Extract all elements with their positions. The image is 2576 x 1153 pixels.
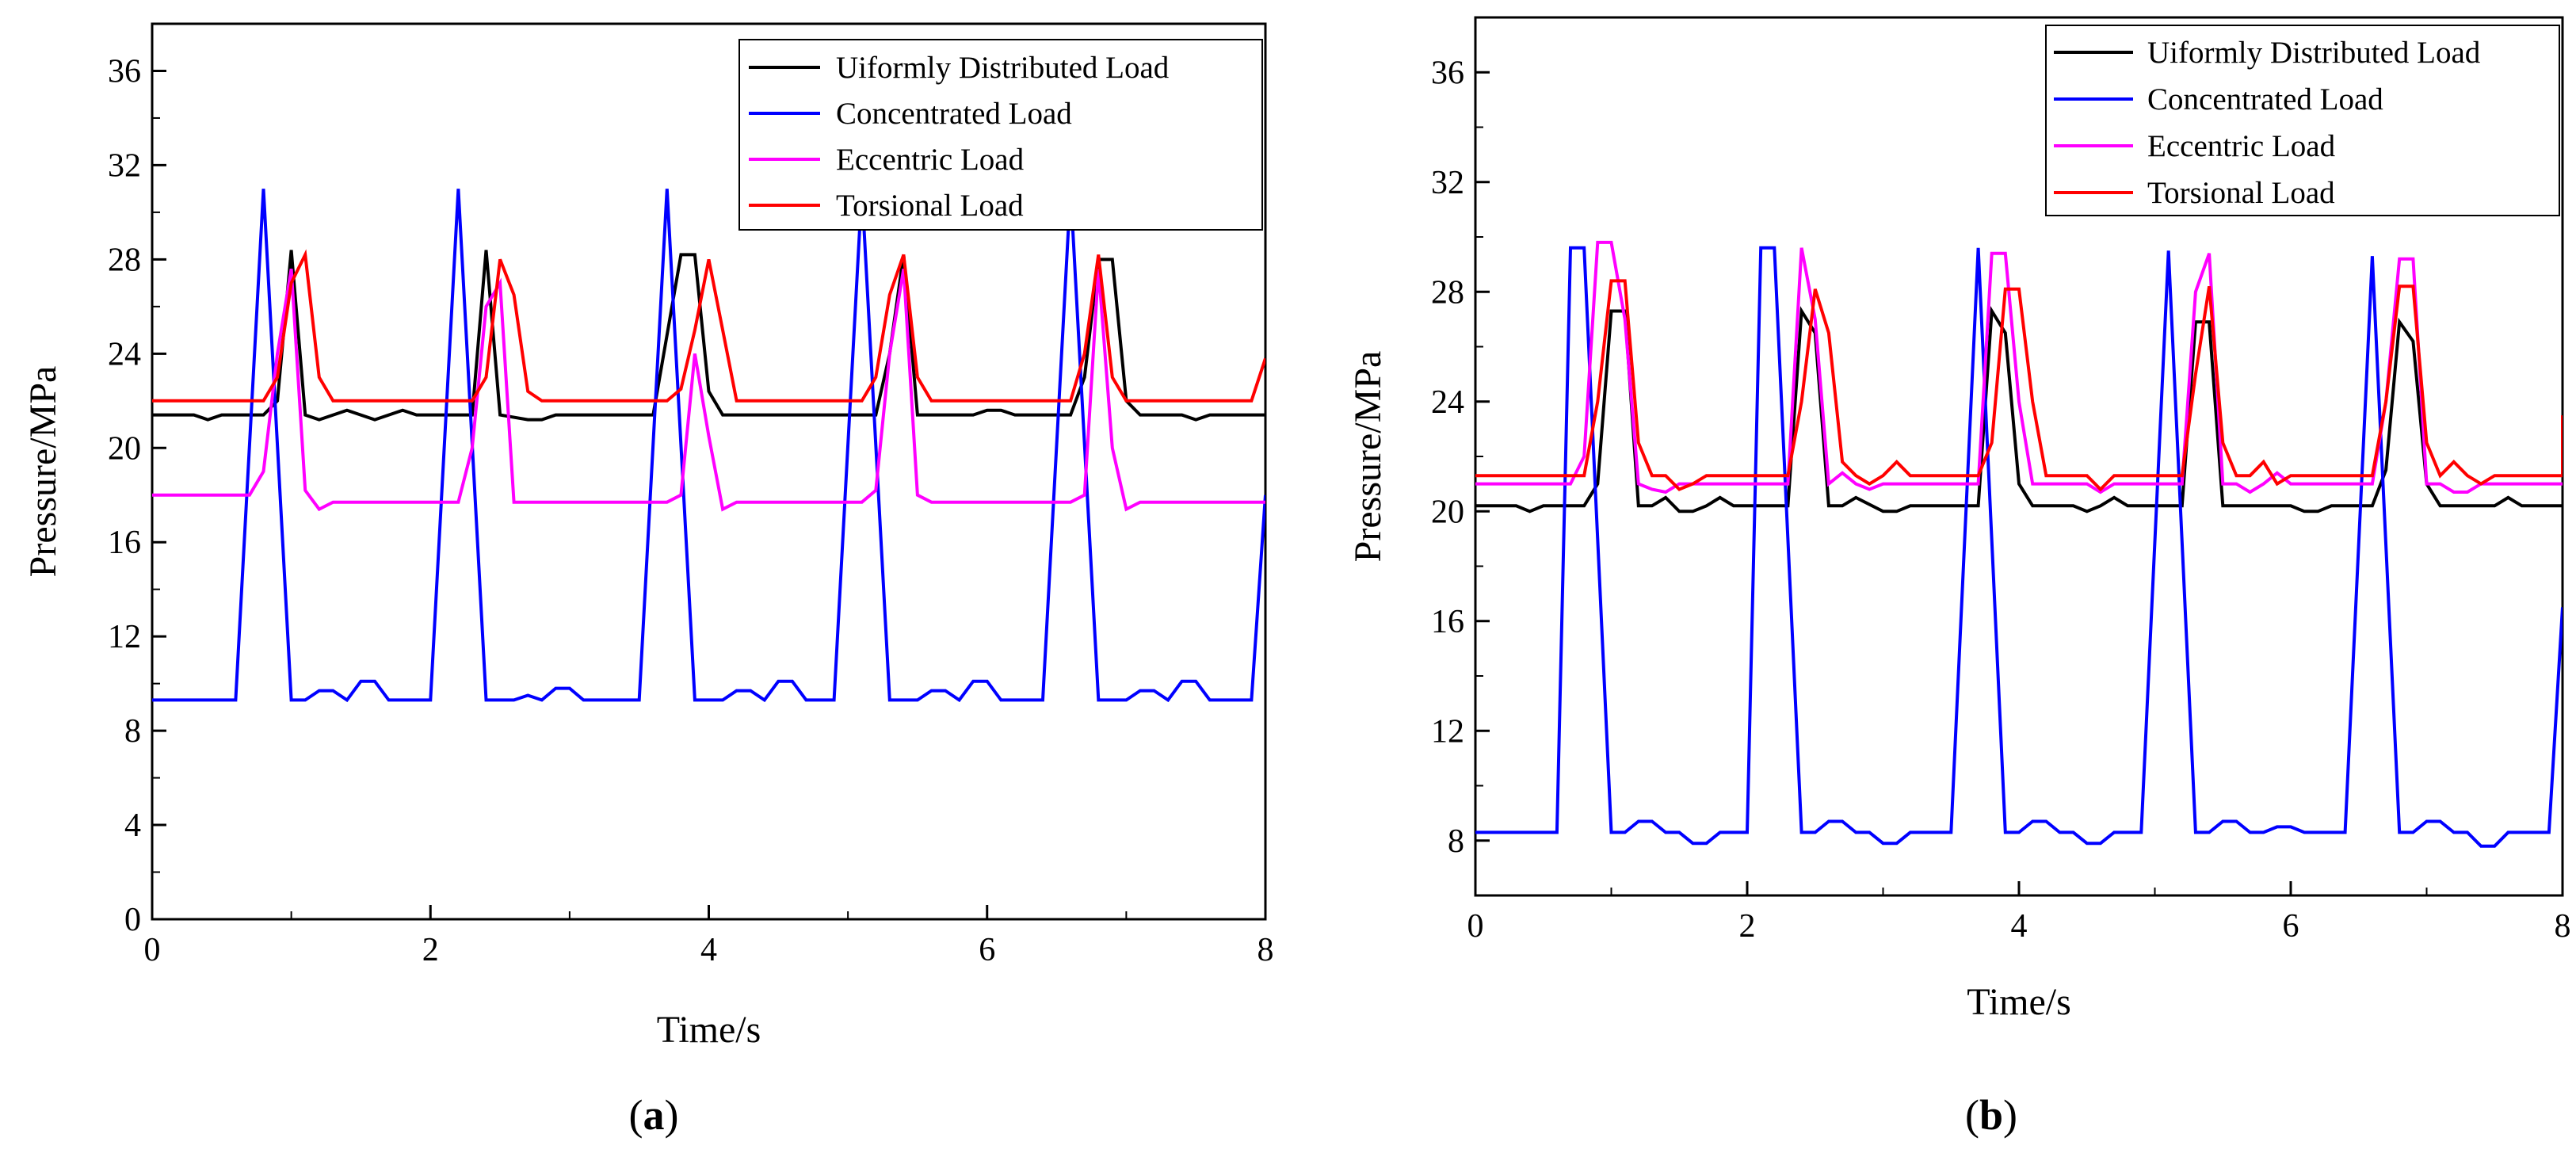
legend-label-concentrated-load: Concentrated Load (836, 97, 1072, 131)
series-group (1475, 240, 2563, 848)
x-axis-title: Time/s (1967, 981, 2071, 1023)
y-tick-label: 28 (1431, 274, 1464, 311)
y-tick-label: 36 (108, 53, 141, 90)
x-tick-label: 6 (2283, 908, 2299, 945)
caption-open-paren: ( (1965, 1091, 1979, 1139)
y-tick-label: 32 (1431, 165, 1464, 201)
panel-caption: (b) (1965, 1091, 2017, 1139)
y-tick-label: 12 (1431, 713, 1464, 750)
legend-label-torsional-load: Torsional Load (836, 189, 1024, 223)
y-tick-label: 20 (108, 430, 141, 467)
x-tick-label: 4 (700, 932, 717, 968)
x-tick-label: 8 (1257, 932, 1274, 968)
y-tick-label: 36 (1431, 55, 1464, 91)
series-line-concentrated-load (152, 189, 1265, 703)
caption-letter: a (643, 1091, 665, 1139)
panel-caption: (a) (629, 1091, 679, 1139)
y-tick-label: 8 (124, 713, 141, 750)
x-tick-label: 0 (144, 932, 161, 968)
series-line-uiformly-distributed-load (1475, 306, 2563, 514)
x-tick-label: 6 (979, 932, 995, 968)
caption-close-paren: ) (2003, 1091, 2017, 1139)
x-tick-label: 0 (1467, 908, 1484, 945)
x-tick-label: 2 (422, 932, 439, 968)
y-tick-label: 0 (124, 902, 141, 938)
x-tick-label: 8 (2555, 908, 2571, 945)
y-tick-label: 32 (108, 147, 141, 184)
series-group (152, 189, 1265, 703)
y-tick-label: 20 (1431, 494, 1464, 530)
caption-letter: b (1979, 1091, 2003, 1139)
y-axis-title: Pressure/MPa (1347, 351, 1389, 563)
legend-label-torsional-load: Torsional Load (2147, 176, 2335, 210)
series-line-uiformly-distributed-load (152, 250, 1265, 422)
series-line-torsional-load (1475, 279, 2563, 492)
legend-label-eccentric-load: Eccentric Load (2147, 129, 2336, 163)
x-tick-label: 2 (1739, 908, 1756, 945)
y-tick-label: 24 (108, 336, 141, 372)
series-line-concentrated-load (1475, 246, 2563, 848)
series-line-eccentric-load (1475, 240, 2563, 494)
x-tick-label: 4 (2011, 908, 2028, 945)
legend-box (2045, 25, 2560, 216)
series-line-torsional-load (152, 249, 1265, 403)
legend-label-uiformly-distributed-load: Uiformly Distributed Load (836, 51, 1170, 85)
y-tick-label: 16 (108, 525, 141, 561)
caption-close-paren: ) (665, 1091, 679, 1139)
legend-label-concentrated-load: Concentrated Load (2147, 82, 2383, 116)
x-axis-title: Time/s (657, 1009, 761, 1051)
legend: Uiformly Distributed Load Concentrated Lo… (738, 39, 1263, 231)
series-line-eccentric-load (152, 268, 1265, 512)
y-tick-label: 12 (108, 619, 141, 655)
legend-label-uiformly-distributed-load: Uiformly Distributed Load (2147, 36, 2481, 70)
y-tick-label: 4 (124, 807, 141, 844)
caption-open-paren: ( (629, 1091, 643, 1139)
y-tick-label: 16 (1431, 604, 1464, 640)
y-axis-title: Pressure/MPa (22, 366, 64, 578)
y-tick-label: 8 (1448, 823, 1464, 860)
legend: Uiformly Distributed Load Concentrated Lo… (2045, 25, 2560, 216)
legend-label-eccentric-load: Eccentric Load (836, 143, 1025, 177)
legend-box (738, 39, 1263, 231)
y-tick-label: 28 (108, 242, 141, 278)
y-tick-label: 24 (1431, 384, 1464, 421)
